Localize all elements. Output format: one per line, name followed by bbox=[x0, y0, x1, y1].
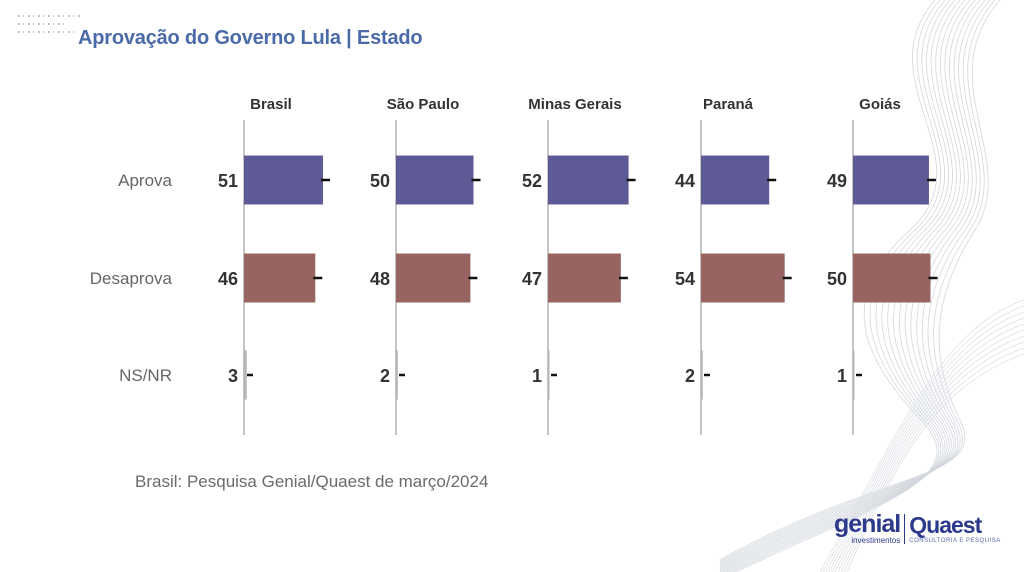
value-label: 3 bbox=[228, 366, 238, 386]
bar-desaprova bbox=[853, 253, 931, 303]
bar-aprova bbox=[701, 155, 770, 205]
bar-nsnr bbox=[244, 350, 247, 400]
panel-title: Goiás bbox=[859, 96, 901, 113]
bar-aprova bbox=[853, 155, 929, 205]
value-label: 51 bbox=[218, 171, 238, 191]
genial-logo-name: genial bbox=[834, 510, 901, 538]
value-label: 47 bbox=[522, 269, 542, 289]
panel-title: São Paulo bbox=[387, 96, 460, 113]
category-label: NS/NR bbox=[119, 366, 172, 385]
footnote-source: Brasil: Pesquisa Genial/Quaest de março/… bbox=[135, 472, 489, 491]
bar-desaprova bbox=[396, 253, 471, 303]
value-label: 48 bbox=[370, 269, 390, 289]
bar-desaprova bbox=[548, 253, 621, 303]
quaest-logo: Quaest CONSULTORIA E PESQUISA bbox=[909, 513, 1000, 545]
bar-aprova bbox=[396, 155, 474, 205]
logos: genial investimentos Quaest CONSULTORIA … bbox=[834, 510, 1001, 546]
panel-title: Minas Gerais bbox=[528, 96, 621, 113]
category-label: Aprova bbox=[118, 171, 172, 190]
genial-logo-subtitle: investimentos bbox=[851, 536, 901, 545]
bar-nsnr bbox=[396, 350, 398, 400]
value-label: 49 bbox=[827, 171, 847, 191]
value-label: 1 bbox=[837, 366, 847, 386]
bar-desaprova bbox=[244, 253, 316, 303]
value-label: 50 bbox=[370, 171, 390, 191]
bar-nsnr bbox=[701, 350, 703, 400]
bar-desaprova bbox=[701, 253, 785, 303]
genial-logo: genial investimentos bbox=[834, 510, 901, 546]
panel-title: Brasil bbox=[250, 96, 292, 113]
bar-aprova bbox=[548, 155, 629, 205]
logo-separator bbox=[904, 513, 906, 544]
value-label: 2 bbox=[685, 366, 695, 386]
page-title: Aprovação do Governo Lula | Estado bbox=[78, 27, 423, 49]
value-label: 44 bbox=[675, 171, 695, 191]
panel-title: Paraná bbox=[703, 96, 754, 113]
bar-aprova bbox=[244, 155, 324, 205]
value-label: 54 bbox=[675, 269, 695, 289]
bar-nsnr bbox=[548, 350, 550, 400]
value-label: 52 bbox=[522, 171, 542, 191]
value-label: 50 bbox=[827, 269, 847, 289]
decorative-dots bbox=[18, 15, 80, 45]
value-label: 1 bbox=[532, 366, 542, 386]
value-label: 2 bbox=[380, 366, 390, 386]
quaest-logo-subtitle: CONSULTORIA E PESQUISA bbox=[909, 537, 1001, 544]
category-label: Desaprova bbox=[90, 269, 173, 288]
bar-nsnr bbox=[853, 350, 855, 400]
quaest-logo-name: Quaest bbox=[909, 511, 982, 538]
value-label: 46 bbox=[218, 269, 238, 289]
